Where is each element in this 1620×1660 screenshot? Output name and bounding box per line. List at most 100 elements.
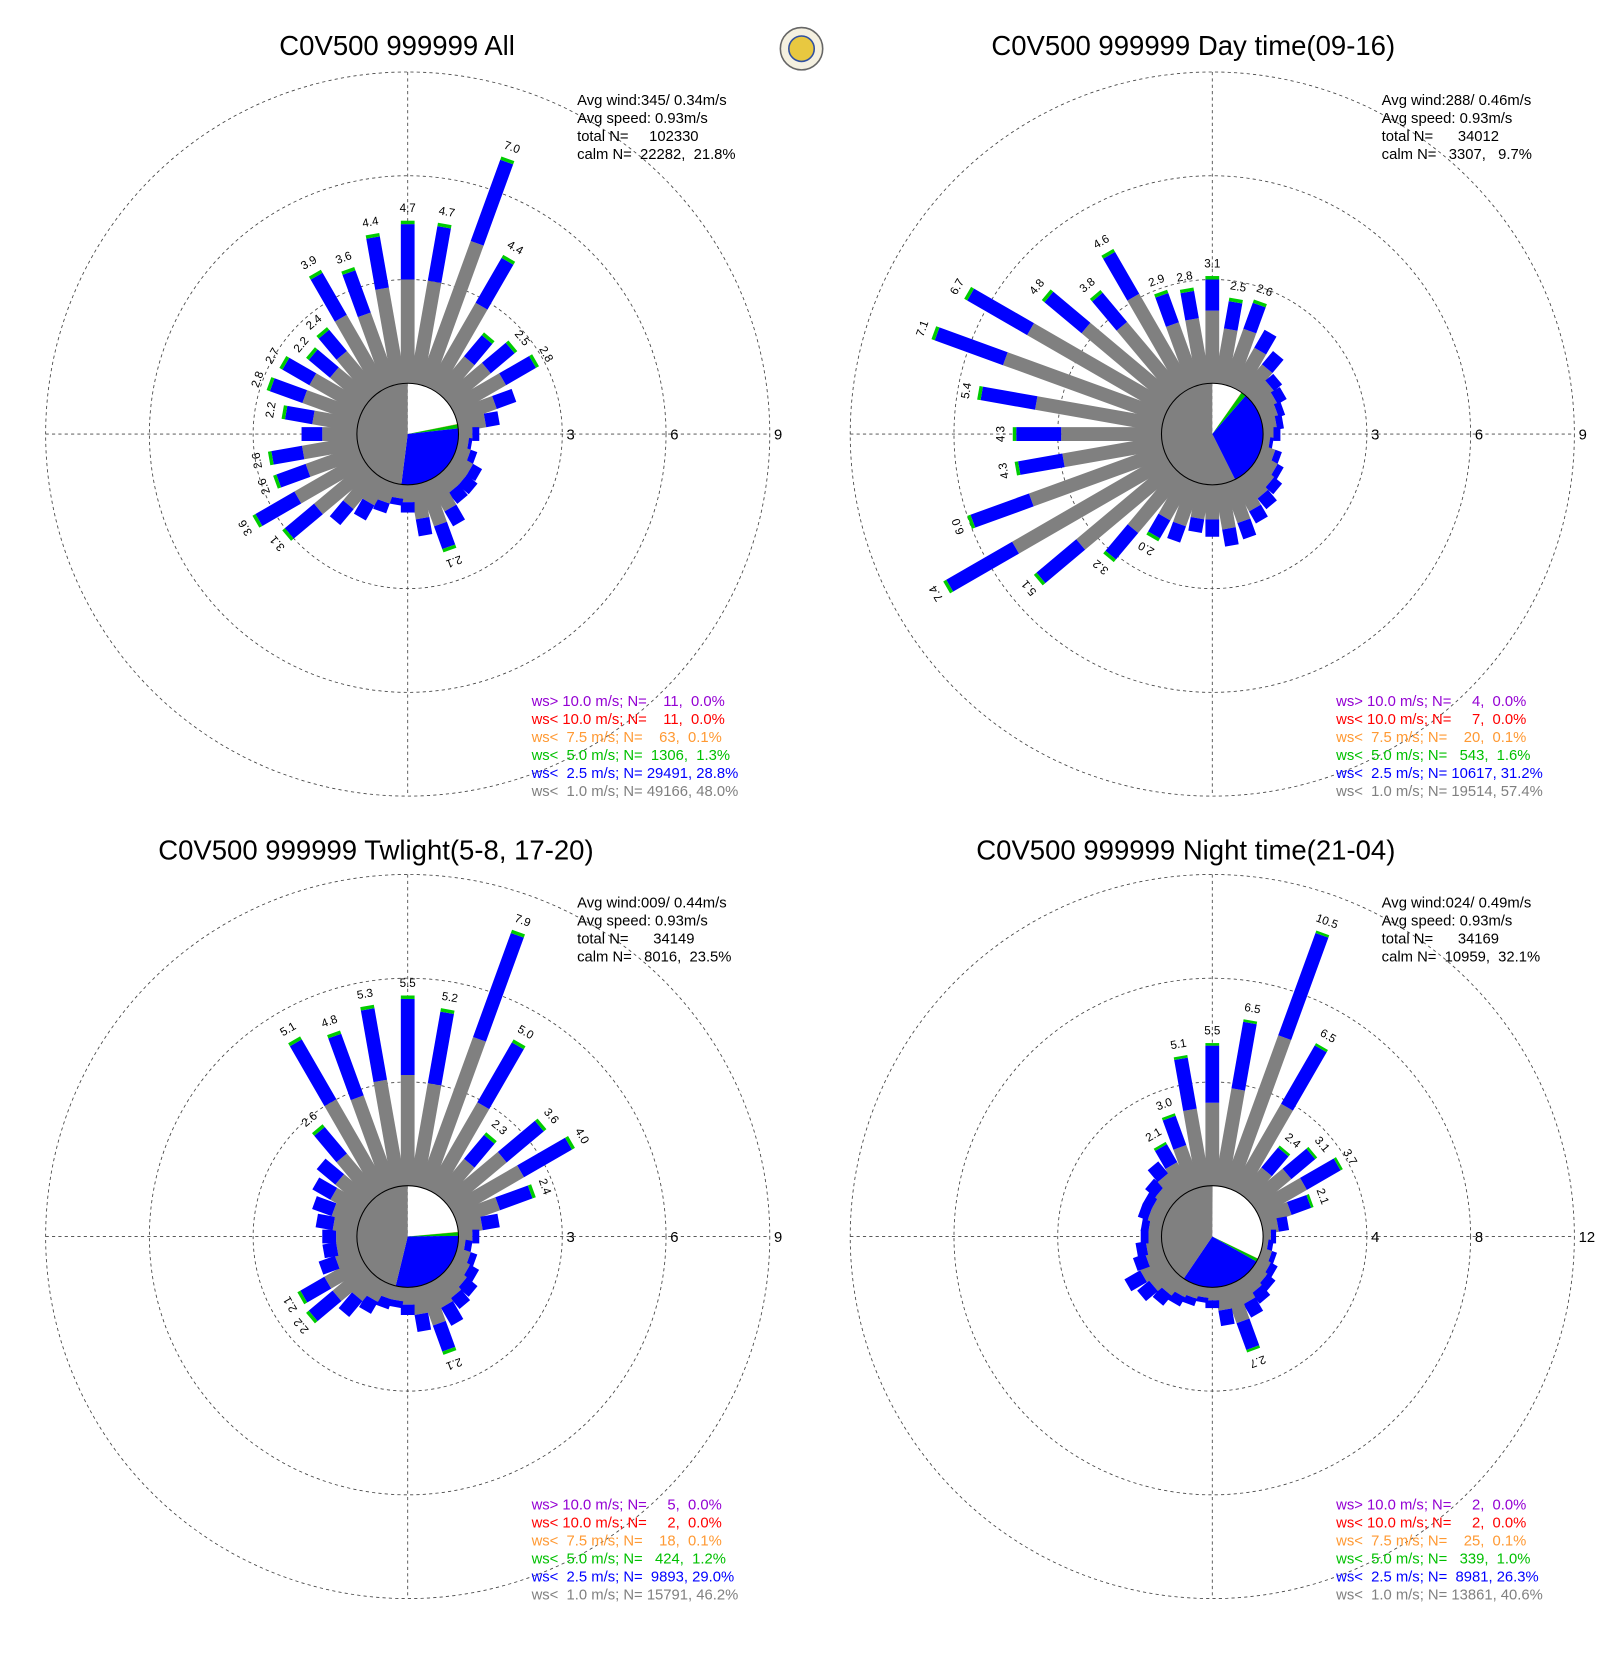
calm-pie-slice: [1212, 395, 1264, 480]
bar-segment: [1314, 1043, 1328, 1053]
bar-segment: [1306, 1146, 1318, 1160]
bar-segment: [1273, 427, 1281, 441]
bar-segment: [400, 224, 415, 280]
bar-segment: [466, 449, 478, 466]
bar-segment: [1231, 1103, 1293, 1196]
legend-entry: ws< 5.0 m/s; N= 339, 1.0%: [1335, 1552, 1530, 1568]
info-line: calm N= 22282, 21.8%: [577, 147, 736, 163]
bar-segment: [1127, 468, 1185, 534]
bar-segment: [388, 1299, 404, 1309]
bar-segment: [1231, 1021, 1257, 1091]
r-tick-label: 12: [1579, 1230, 1595, 1246]
bar-label: 5.1: [1169, 1037, 1187, 1053]
bar-label: 2.7: [1248, 1352, 1268, 1370]
bar-segment: [1270, 449, 1282, 466]
bar-segment: [1270, 1229, 1277, 1244]
bar-segment: [1173, 479, 1202, 527]
bar-segment: [529, 354, 540, 368]
bar-label: 5.4: [959, 381, 975, 400]
bar-segment: [480, 1213, 500, 1231]
bar-segment: [311, 1124, 325, 1136]
legend-entry: ws< 1.0 m/s; N= 19514, 57.4%: [1335, 784, 1543, 800]
bar-segment: [1218, 1308, 1235, 1327]
bar-segment: [1257, 1202, 1292, 1226]
bar-segment: [1155, 292, 1179, 327]
bar-segment: [1246, 1168, 1292, 1210]
bar-segment: [1205, 1102, 1220, 1186]
bar-segment: [437, 222, 452, 229]
bar-segment: [1252, 392, 1278, 415]
bar-segment: [1270, 463, 1284, 480]
bar-segment: [362, 474, 389, 506]
bar-segment: [448, 1255, 471, 1277]
bar-segment: [505, 340, 518, 354]
info-line: total N= 34149: [577, 931, 694, 947]
legend-entry: ws> 10.0 m/s; N= 2, 0.0%: [1335, 1498, 1526, 1514]
bar-segment: [1167, 521, 1187, 543]
bar-segment: [1333, 1157, 1343, 1171]
legend-entry: ws< 1.0 m/s; N= 15791, 46.2%: [531, 1588, 739, 1604]
legend-entry: ws< 10.0 m/s; N= 7, 0.0%: [1335, 712, 1526, 728]
bar-segment: [409, 482, 430, 520]
bar-segment: [282, 528, 294, 541]
bar-segment: [300, 1276, 332, 1303]
bar-label: 3.7: [1340, 1147, 1359, 1168]
bar-label: 4.4: [361, 214, 380, 230]
bar-segment: [418, 479, 447, 527]
bar-segment: [1012, 427, 1017, 441]
bar-segment: [1157, 1173, 1185, 1203]
bar-segment: [310, 272, 347, 322]
calm-pie-slice: [1212, 1236, 1259, 1262]
bar-segment: [418, 240, 484, 389]
bar-segment: [302, 390, 363, 424]
bar-segment: [316, 1158, 345, 1185]
bar-segment: [1147, 1161, 1169, 1183]
bar-label: 5.5: [1204, 1025, 1220, 1038]
bar-segment: [444, 504, 466, 527]
bar-segment: [1165, 1162, 1193, 1196]
bar-segment: [1273, 401, 1286, 418]
bar-label: 3.6: [334, 249, 354, 267]
bar-segment: [271, 445, 305, 465]
legend-entry: ws< 2.5 m/s; N= 10617, 31.2%: [1335, 766, 1543, 782]
bar-segment: [322, 1242, 339, 1259]
calm-pie-slice: [407, 383, 458, 435]
bar-segment: [435, 1271, 462, 1299]
bar-segment: [338, 1292, 363, 1317]
bar-segment: [481, 332, 495, 344]
bar-segment: [418, 1281, 446, 1326]
info-line: Avg speed: 0.93m/s: [1382, 111, 1513, 127]
bar-label: 2.4: [536, 1177, 554, 1197]
bar-segment: [934, 327, 1008, 366]
bar-segment: [414, 1312, 432, 1333]
bar-segment: [1243, 1019, 1258, 1025]
bar-label: 4.8: [320, 1013, 340, 1031]
bar-label: 5.1: [278, 1020, 299, 1039]
bar-segment: [1158, 474, 1193, 521]
bar-segment: [1149, 1263, 1178, 1292]
bar-segment: [1205, 279, 1220, 311]
bar-segment: [1161, 1271, 1185, 1296]
grid-ring: [953, 175, 1472, 693]
calm-pie-slice: [1212, 1236, 1259, 1259]
bar-segment: [1223, 479, 1251, 524]
bar-segment: [308, 1290, 342, 1322]
bar-segment: [315, 1213, 336, 1231]
calm-pie-slice: [407, 1232, 459, 1237]
legend-entry: ws> 10.0 m/s; N= 11, 0.0%: [531, 694, 725, 710]
bar-segment: [466, 463, 483, 481]
bar-segment: [351, 1271, 381, 1302]
bar-segment: [1002, 352, 1167, 424]
bar-segment: [977, 386, 983, 401]
bar-segment: [360, 1004, 375, 1011]
r-tick-label: 6: [1475, 427, 1483, 443]
legend-entry: ws< 10.0 m/s; N= 2, 0.0%: [1335, 1516, 1526, 1532]
info-line: Avg wind:345/ 0.34m/s: [577, 93, 727, 109]
bar-segment: [308, 269, 323, 280]
bar-segment: [322, 1229, 337, 1244]
bar-label: 2.5: [512, 328, 532, 349]
bar-segment: [495, 1185, 533, 1211]
bar-label: 3.1: [267, 533, 287, 554]
calm-pie-slice: [1212, 383, 1242, 435]
